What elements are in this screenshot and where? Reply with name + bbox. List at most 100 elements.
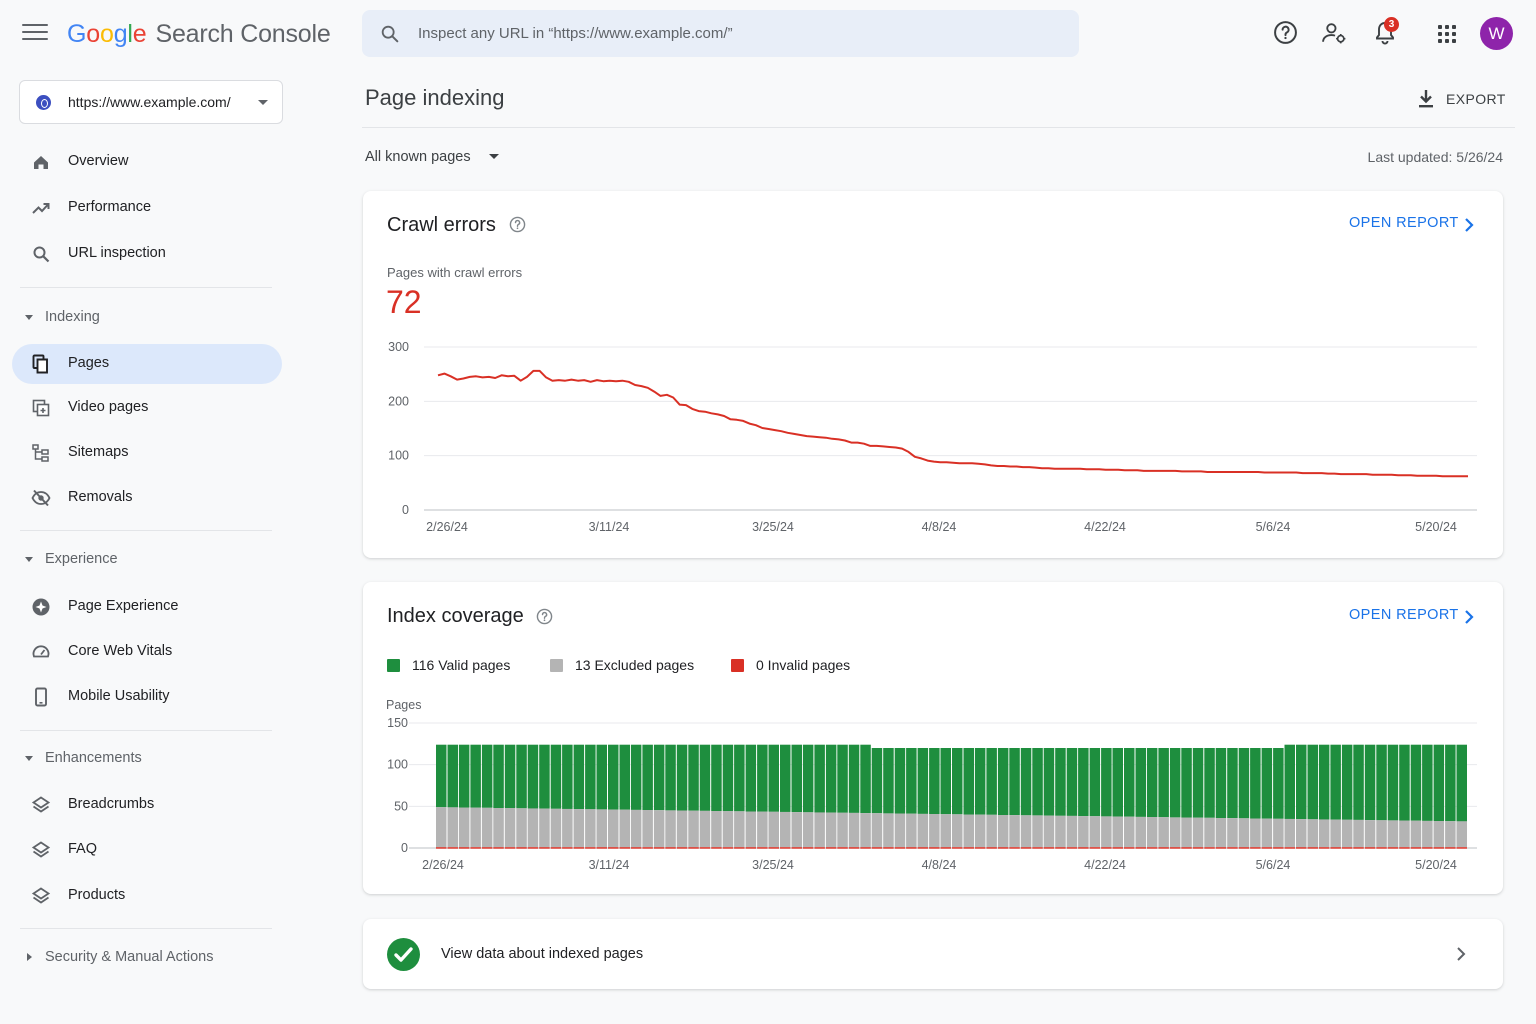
legend-label: 0 Invalid pages bbox=[756, 657, 851, 673]
sidebar-item-mobile-usability[interactable]: Mobile Usability bbox=[12, 677, 282, 717]
bar-excluded-pages bbox=[986, 814, 997, 848]
bar-invalid-pages bbox=[608, 847, 619, 849]
bar-excluded-pages bbox=[516, 808, 527, 848]
bar-invalid-pages bbox=[1043, 847, 1055, 849]
sidebar-item-performance[interactable]: Performance bbox=[12, 188, 282, 228]
url-inspection-searchbar[interactable] bbox=[362, 10, 1079, 57]
property-selector[interactable]: https://www.example.com/ bbox=[19, 80, 283, 124]
sidebar-item-sitemaps[interactable]: Sitemaps bbox=[12, 433, 282, 473]
x-tick-label: 3/25/24 bbox=[752, 520, 794, 534]
bar-excluded-pages bbox=[780, 811, 791, 848]
bar-excluded-pages bbox=[596, 809, 607, 848]
bar-excluded-pages bbox=[711, 811, 722, 848]
banner-text: View data about indexed pages bbox=[441, 946, 644, 962]
chevron-right-icon bbox=[1457, 947, 1466, 961]
bar-excluded-pages bbox=[1456, 821, 1467, 848]
sidebar-item-overview[interactable]: Overview bbox=[12, 142, 282, 182]
bar-excluded-pages bbox=[550, 808, 562, 848]
help-icon[interactable] bbox=[1273, 20, 1298, 45]
main-menu-icon[interactable] bbox=[22, 24, 48, 46]
bar-invalid-pages bbox=[504, 847, 516, 849]
sidebar-item-pages[interactable]: Pages bbox=[12, 344, 282, 384]
bar-valid-pages bbox=[940, 748, 951, 815]
sidebar-item-removals[interactable]: Removals bbox=[12, 478, 282, 518]
bar-invalid-pages bbox=[1456, 847, 1467, 849]
manage-users-icon[interactable] bbox=[1321, 20, 1348, 47]
bar-excluded-pages bbox=[1078, 816, 1089, 848]
crawl-errors-series-line bbox=[437, 369, 1468, 478]
open-report-label: OPEN REPORT bbox=[1349, 215, 1459, 231]
indexed-pages-banner[interactable]: View data about indexed pages bbox=[363, 919, 1503, 989]
bar-valid-pages bbox=[986, 748, 997, 815]
sidebar-item-video-pages[interactable]: Video pages bbox=[12, 388, 282, 428]
bar-excluded-pages bbox=[940, 814, 951, 848]
bar-invalid-pages bbox=[1433, 847, 1445, 849]
bar-excluded-pages bbox=[585, 809, 596, 848]
sidebar-item-core-web-vitals[interactable]: Core Web Vitals bbox=[12, 632, 282, 672]
bar-excluded-pages bbox=[814, 812, 825, 848]
bar-valid-pages bbox=[871, 748, 883, 814]
help-outline-icon[interactable] bbox=[509, 216, 526, 233]
bar-valid-pages bbox=[963, 748, 974, 815]
page-filter-dropdown[interactable]: All known pages bbox=[365, 148, 499, 168]
sidebar-item-label: Performance bbox=[68, 199, 152, 215]
legend-swatch bbox=[387, 659, 400, 672]
bar-invalid-pages bbox=[711, 847, 722, 849]
help-outline-icon[interactable] bbox=[536, 608, 553, 625]
sidebar-item-faq[interactable]: FAQ bbox=[12, 830, 282, 870]
mobile-icon bbox=[35, 687, 47, 707]
y-tick-label: 0 bbox=[401, 841, 408, 855]
bar-valid-pages bbox=[860, 744, 871, 814]
search-console-logo[interactable]: Google Search Console bbox=[67, 20, 331, 49]
bar-invalid-pages bbox=[619, 847, 630, 849]
x-tick-label: 3/11/24 bbox=[589, 858, 630, 872]
bar-valid-pages bbox=[745, 744, 757, 812]
sidebar-item-label: Video pages bbox=[68, 399, 149, 415]
bar-valid-pages bbox=[493, 744, 504, 808]
bar-excluded-pages bbox=[665, 810, 676, 848]
bar-valid-pages bbox=[906, 748, 917, 814]
url-inspection-input[interactable] bbox=[418, 10, 1058, 57]
bar-excluded-pages bbox=[1445, 821, 1456, 848]
bar-excluded-pages bbox=[871, 813, 883, 848]
bar-invalid-pages bbox=[527, 847, 539, 849]
bar-valid-pages bbox=[952, 748, 963, 815]
google-wordmark-letter: e bbox=[132, 20, 147, 48]
bar-invalid-pages bbox=[917, 847, 929, 849]
bar-excluded-pages bbox=[1181, 817, 1192, 848]
bar-excluded-pages bbox=[1296, 819, 1307, 848]
bar-excluded-pages bbox=[848, 812, 860, 848]
bar-excluded-pages bbox=[447, 807, 458, 848]
bar-invalid-pages bbox=[1146, 847, 1158, 849]
bar-invalid-pages bbox=[447, 847, 458, 849]
bar-valid-pages bbox=[458, 744, 470, 808]
bar-invalid-pages bbox=[1089, 847, 1101, 849]
sidebar-item-breadcrumbs[interactable]: Breadcrumbs bbox=[12, 785, 282, 825]
sidebar-section-enhancements[interactable]: Enhancements bbox=[20, 748, 280, 772]
sidebar-section-label: Security & Manual Actions bbox=[45, 949, 214, 965]
open-report-link[interactable]: OPEN REPORT bbox=[1349, 214, 1474, 236]
sidebar-section-security-manual-actions[interactable]: Security & Manual Actions bbox=[20, 947, 280, 971]
bar-excluded-pages bbox=[1250, 818, 1261, 848]
layers-icon bbox=[31, 841, 51, 858]
sidebar-section-experience[interactable]: Experience bbox=[20, 549, 280, 573]
bar-valid-pages bbox=[768, 744, 779, 812]
sidebar-item-url-inspection[interactable]: URL inspection bbox=[12, 234, 282, 274]
account-avatar[interactable]: W bbox=[1480, 17, 1513, 50]
apps-grid-icon[interactable] bbox=[1437, 24, 1457, 44]
bar-valid-pages bbox=[1227, 748, 1238, 819]
bar-valid-pages bbox=[1158, 748, 1169, 818]
bar-excluded-pages bbox=[1376, 820, 1387, 848]
sidebar-item-products[interactable]: Products bbox=[12, 876, 282, 916]
bar-valid-pages bbox=[837, 744, 848, 813]
bar-invalid-pages bbox=[436, 847, 447, 849]
sidebar-divider bbox=[20, 287, 272, 288]
layers-icon bbox=[31, 796, 51, 813]
open-report-link[interactable]: OPEN REPORT bbox=[1349, 606, 1474, 628]
sidebar-item-page-experience[interactable]: Page Experience bbox=[12, 587, 282, 627]
x-tick-label: 2/26/24 bbox=[426, 520, 468, 534]
bar-valid-pages bbox=[1032, 748, 1043, 816]
bar-valid-pages bbox=[929, 748, 940, 814]
card-title: Crawl errors bbox=[387, 214, 496, 236]
sidebar-section-indexing[interactable]: Indexing bbox=[20, 307, 280, 331]
